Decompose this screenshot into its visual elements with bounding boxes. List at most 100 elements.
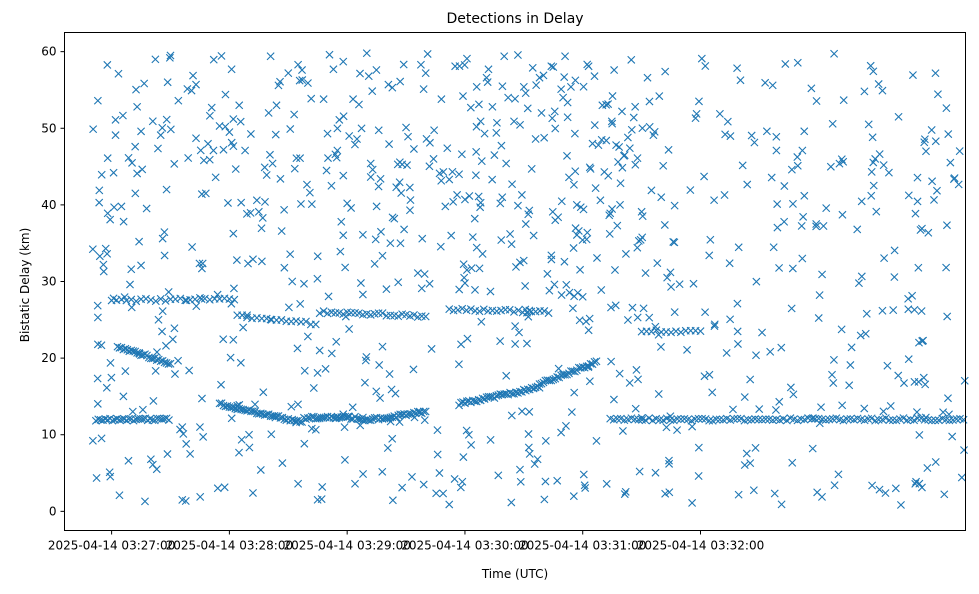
detection-marker <box>477 317 486 326</box>
detection-marker <box>307 94 316 103</box>
detection-marker <box>329 65 338 74</box>
detection-marker <box>839 96 848 105</box>
detection-marker <box>754 415 763 424</box>
detection-marker <box>857 197 866 206</box>
detection-marker <box>455 62 464 71</box>
detection-marker <box>931 416 940 425</box>
detection-marker <box>548 114 557 123</box>
detection-marker <box>789 390 798 399</box>
detection-marker <box>525 449 534 458</box>
detection-marker <box>808 414 817 423</box>
detection-marker <box>205 155 214 164</box>
detection-marker <box>95 198 104 207</box>
detection-marker <box>798 254 807 263</box>
detection-marker <box>479 305 488 314</box>
detection-marker <box>160 228 169 237</box>
detection-marker <box>267 430 276 439</box>
detection-marker <box>725 259 734 268</box>
detection-marker <box>189 71 198 80</box>
detection-marker <box>259 388 268 397</box>
detection-marker <box>655 415 664 424</box>
detection-marker <box>618 426 627 435</box>
detection-marker <box>567 408 576 417</box>
detection-marker <box>192 80 201 89</box>
detection-marker <box>429 154 438 163</box>
detection-marker <box>671 327 680 336</box>
detection-marker <box>135 349 144 358</box>
detection-marker <box>196 146 205 155</box>
detection-marker <box>616 200 625 209</box>
detection-marker <box>109 168 118 177</box>
detection-marker <box>97 341 106 350</box>
detection-marker <box>773 223 782 232</box>
y-axis-ticks: 0 10 20 30 40 50 60 <box>41 45 65 518</box>
detection-marker <box>453 190 462 199</box>
detection-marker <box>358 230 367 239</box>
detection-marker <box>372 387 381 396</box>
detection-marker <box>856 331 865 340</box>
detection-marker <box>300 439 309 448</box>
detection-marker <box>472 122 481 131</box>
detection-marker <box>339 57 348 66</box>
detection-marker <box>817 403 826 412</box>
detection-marker <box>853 225 862 234</box>
detection-marker <box>645 122 654 131</box>
detection-marker <box>239 323 248 332</box>
detection-marker <box>879 407 888 416</box>
detection-marker <box>607 303 615 312</box>
detection-marker <box>319 307 328 316</box>
detection-marker <box>301 317 310 326</box>
detection-marker <box>158 327 167 336</box>
detection-marker <box>944 130 953 139</box>
detection-marker <box>638 415 646 424</box>
detection-marker <box>394 278 403 287</box>
detection-marker <box>235 101 244 110</box>
detection-marker <box>507 411 516 420</box>
detection-marker <box>296 199 305 208</box>
y-tick-label: 0 <box>49 504 57 518</box>
detection-marker <box>227 65 236 74</box>
detection-marker <box>217 380 226 389</box>
detection-marker <box>807 84 816 93</box>
detection-marker <box>204 139 212 148</box>
detection-marker <box>583 60 592 69</box>
detection-marker <box>121 344 130 353</box>
detection-marker <box>126 280 134 289</box>
detection-marker <box>631 102 640 111</box>
detection-marker <box>280 263 289 272</box>
detection-marker <box>688 422 697 431</box>
detection-marker <box>93 374 102 383</box>
detection-marker <box>920 138 929 147</box>
detection-marker <box>294 479 303 488</box>
detection-marker <box>213 290 222 299</box>
detection-marker <box>942 263 951 272</box>
detection-marker <box>686 186 695 195</box>
detection-marker <box>722 348 731 357</box>
detection-marker <box>158 307 167 316</box>
detection-marker <box>196 492 205 501</box>
detection-marker <box>111 131 120 140</box>
detection-marker <box>908 71 917 80</box>
detection-marker <box>470 214 479 223</box>
detection-marker <box>245 443 254 452</box>
detection-marker <box>584 363 593 372</box>
detection-marker <box>386 417 395 426</box>
detection-marker <box>323 129 332 138</box>
detection-marker <box>232 256 241 265</box>
detection-marker <box>516 477 525 486</box>
detection-marker <box>421 69 430 78</box>
detection-marker <box>265 150 274 159</box>
detection-marker <box>278 459 287 468</box>
detection-marker <box>927 126 936 134</box>
detection-marker <box>293 344 302 353</box>
detection-marker <box>110 203 119 212</box>
detection-marker <box>931 458 940 467</box>
detection-marker <box>99 267 108 276</box>
detection-marker <box>829 355 838 364</box>
detection-marker <box>327 349 336 358</box>
detection-marker <box>886 402 895 410</box>
detection-marker <box>151 297 160 306</box>
detection-marker <box>919 373 928 382</box>
detection-marker <box>476 117 485 126</box>
